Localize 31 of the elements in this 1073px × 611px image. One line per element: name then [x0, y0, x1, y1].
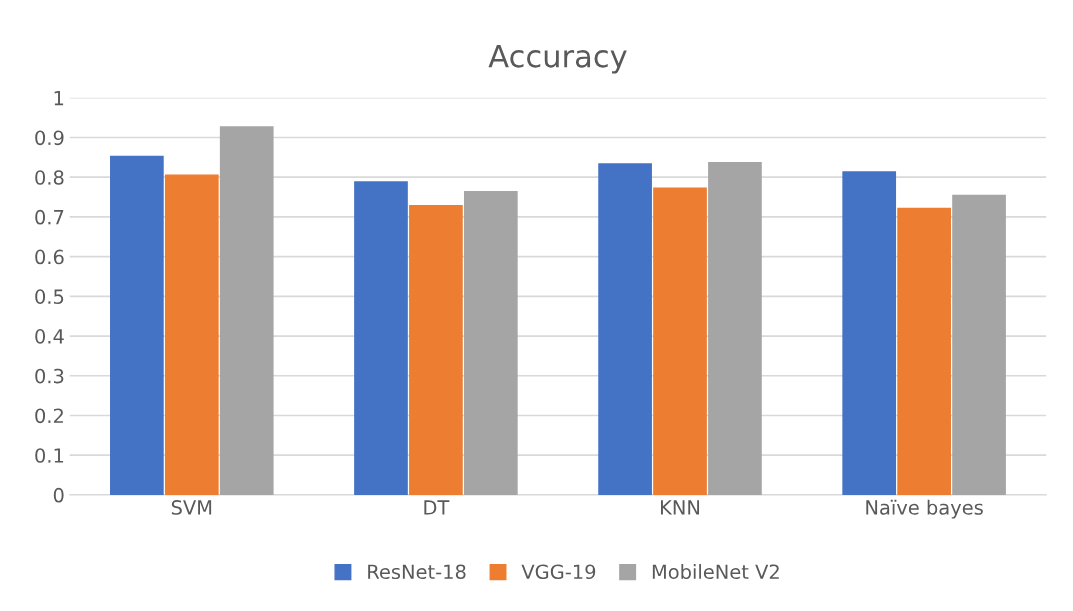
y-tick-label: 0.3	[35, 368, 64, 384]
chart-title: Accuracy	[488, 44, 627, 74]
bar	[409, 204, 463, 495]
y-tick-label: 0.1	[35, 448, 64, 463]
bar	[354, 181, 408, 495]
bar	[708, 162, 762, 495]
legend-label: ResNet-18	[368, 564, 466, 580]
y-tick-label: 0	[53, 487, 64, 503]
y-tick-label: 0.4	[35, 329, 64, 344]
bar	[842, 171, 897, 495]
legend-label: MobileNet V2	[652, 564, 779, 580]
x-tick-label: Naïve bayes	[866, 499, 983, 519]
x-tick-label: KNN	[661, 500, 700, 515]
y-tick-label: 0.5	[35, 289, 64, 304]
y-tick-label: 0.2	[35, 408, 63, 424]
y-tick-label: 0.9	[35, 130, 64, 146]
y-tick-label: 0.6	[35, 249, 64, 265]
bar	[463, 191, 518, 495]
y-tick-label: 1	[54, 90, 64, 106]
bar	[598, 163, 652, 495]
y-tick-label: 0.7	[35, 209, 64, 225]
y-tick-label: 0.8	[35, 170, 64, 185]
x-tick-label: DT	[424, 500, 450, 515]
bar	[219, 126, 274, 495]
x-tick-label: SVM	[171, 500, 212, 515]
bar	[653, 187, 707, 495]
bar	[897, 207, 951, 495]
bar	[110, 155, 164, 495]
bar	[952, 194, 1006, 495]
bar	[164, 174, 219, 495]
legend-label: VGG-19	[521, 564, 596, 580]
